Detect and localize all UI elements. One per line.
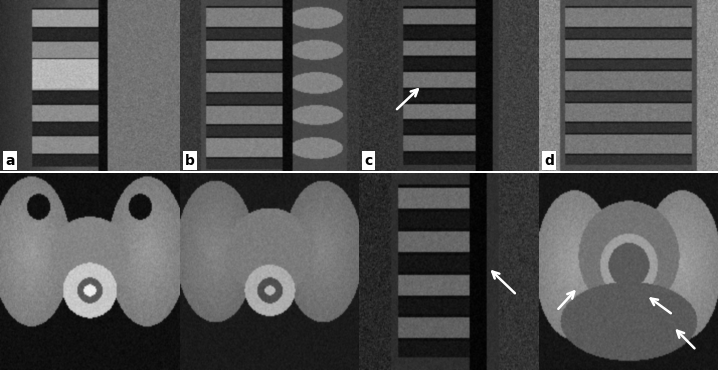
Text: c: c — [364, 154, 373, 168]
Text: a: a — [6, 154, 15, 168]
Text: b: b — [185, 154, 195, 168]
Text: d: d — [544, 154, 554, 168]
